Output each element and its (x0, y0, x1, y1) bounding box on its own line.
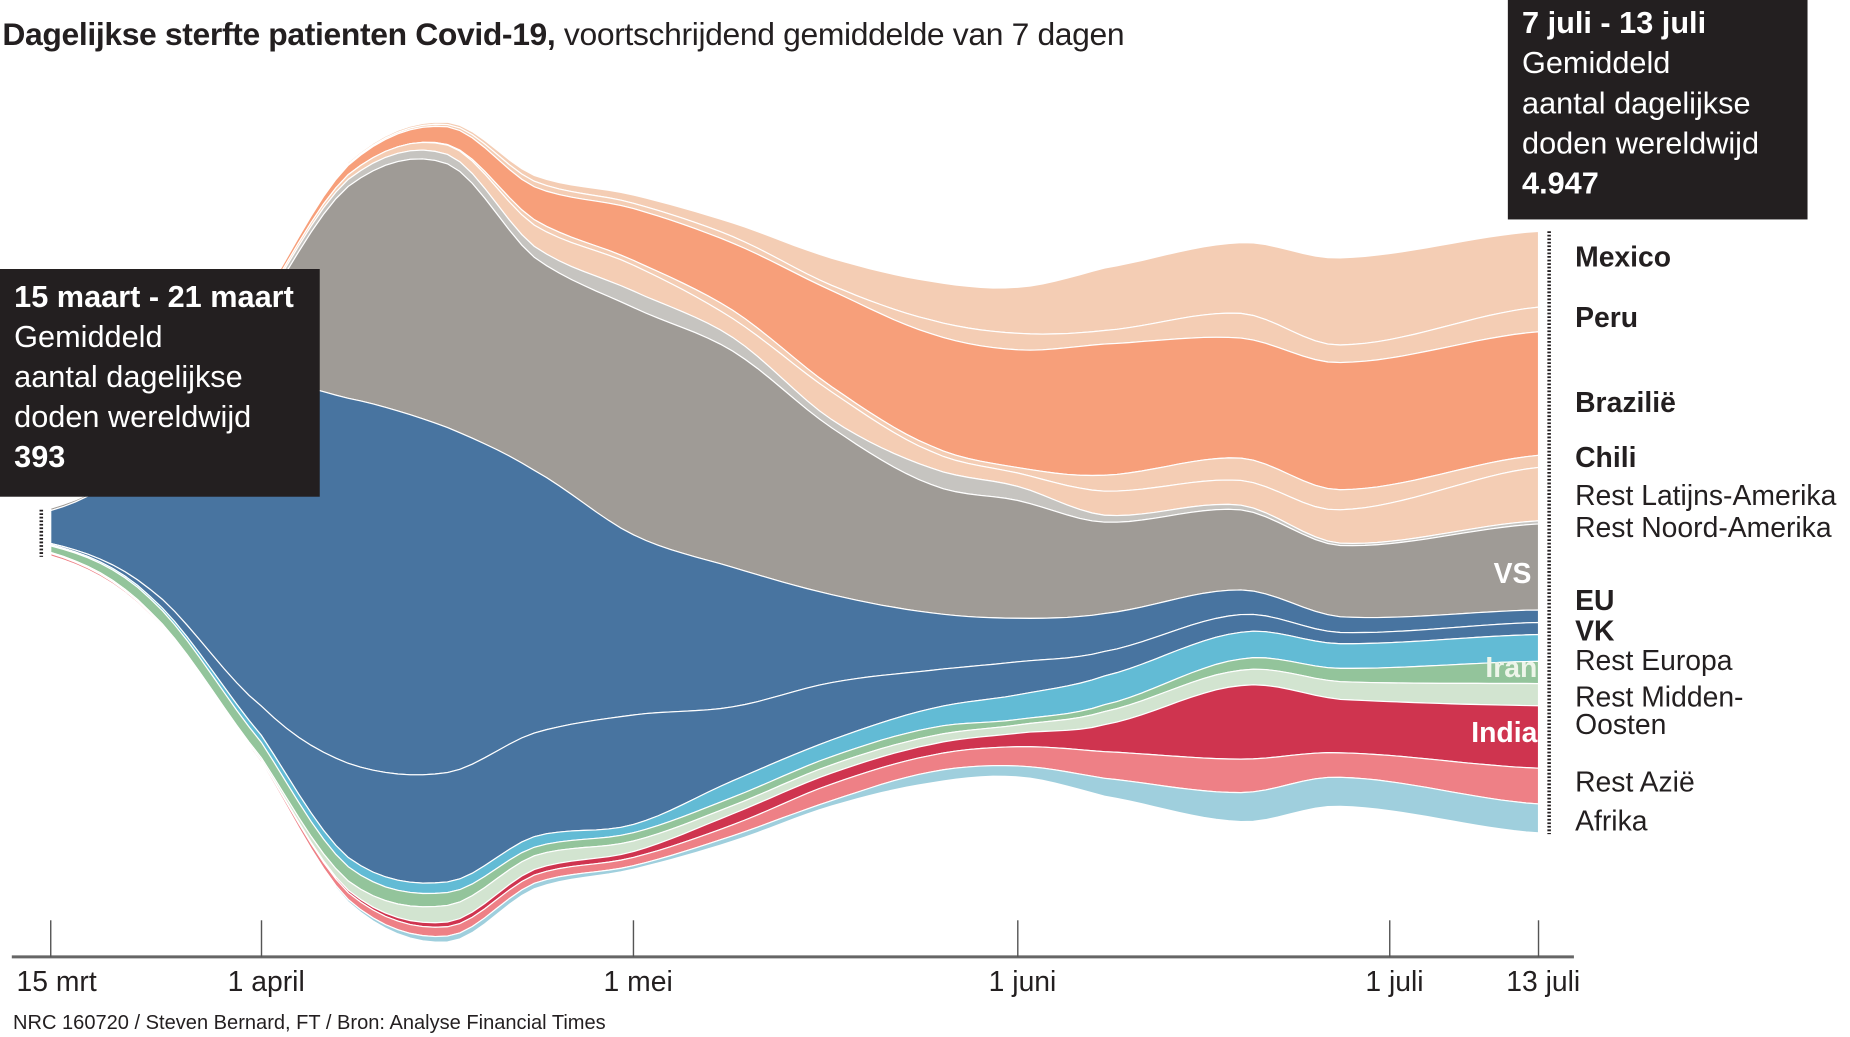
stream-layers (50, 121, 1540, 943)
legend-afrika: Afrika (1575, 805, 1648, 838)
legend-rest-azie: Rest Azië (1575, 766, 1695, 799)
title-bold: Dagelijkse sterfte patienten Covid-19, (2, 16, 556, 52)
start-period: 15 maart - 21 maart (14, 278, 294, 314)
legend-rest-latijns-amerika: Rest Latijns-Amerika (1575, 480, 1837, 513)
title-subtitle: voortschrijdend gemiddelde van 7 dagen (555, 16, 1125, 52)
legend-brazilie: Brazilië (1575, 386, 1676, 419)
legend-eu: EU (1575, 585, 1615, 618)
end-period: 7 juli - 13 juli (1522, 4, 1707, 41)
x-tick-label: 1 mei (604, 965, 673, 997)
start-line1: Gemiddeld (14, 318, 163, 354)
end-line1: Gemiddeld (1522, 44, 1671, 81)
end-line3: doden wereldwijd (1522, 125, 1760, 161)
x-tick-label: 15 mrt (17, 965, 97, 997)
source-footer: NRC 160720 / Steven Bernard, FT / Bron: … (12, 1011, 606, 1034)
legend-mexico: Mexico (1575, 241, 1672, 274)
legend-chili: Chili (1575, 442, 1637, 475)
x-tick-label: 13 juli (1506, 965, 1580, 997)
end-value: 4.947 (1522, 165, 1599, 201)
inline-label-iran: Iran (1485, 652, 1538, 685)
legend-peru: Peru (1575, 302, 1639, 334)
inline-label-vs: VS (1493, 558, 1532, 590)
start-value: 393 (14, 438, 66, 475)
x-tick-label: 1 juni (989, 965, 1057, 997)
legend-vk: VK (1575, 615, 1615, 648)
x-tick-label: 1 april (228, 965, 305, 997)
stream-layer-afrika (50, 555, 1540, 943)
start-line2: aantal dagelijkse (14, 358, 243, 395)
inline-label-india: India (1471, 717, 1538, 750)
start-line3: doden wereldwijd (14, 398, 252, 435)
x-axis: 15 mrt 1 april 1 mei 1 juni 1 juli 13 juli (11, 920, 1580, 997)
chart-title: Dagelijkse sterfte patienten Covid-19, v… (2, 17, 1124, 54)
start-annotation-box: 15 maart - 21 maart Gemiddeld aantal dag… (0, 269, 320, 497)
x-tick-label: 1 juli (1365, 965, 1423, 997)
end-line2: aantal dagelijkse (1522, 84, 1751, 121)
legend-rest-europa: Rest Europa (1575, 645, 1733, 678)
legend-rest-midden-oosten: Rest Midden-Oosten (1575, 681, 1744, 741)
end-annotation-box: 7 juli - 13 juli Gemiddeld aantal dageli… (1507, 0, 1808, 220)
legend-rest-noord-amerika: Rest Noord-Amerika (1575, 512, 1832, 544)
